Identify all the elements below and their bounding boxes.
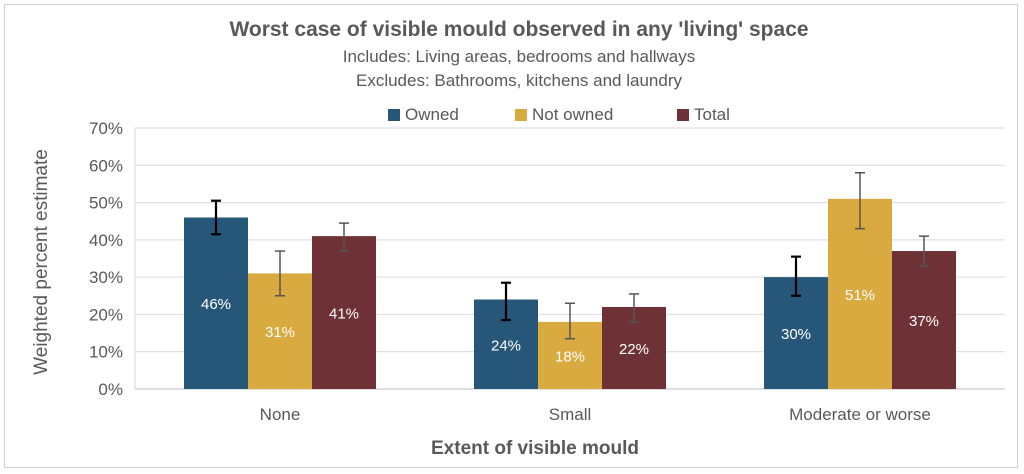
chart-frame: Worst case of visible mould observed in … [4,4,1018,468]
y-tick-label: 60% [89,156,123,175]
x-tick-label: Small [549,405,592,424]
x-tick-label: None [260,405,301,424]
bar [184,217,248,389]
legend-label: Total [694,105,730,124]
data-label: 18% [555,348,585,365]
bars [184,198,956,389]
y-axis-label: Weighted percent estimate [31,149,52,375]
y-tick-label: 50% [89,194,123,213]
data-label: 46% [201,296,231,313]
chart-subtitle-includes: Includes: Living areas, bedrooms and hal… [343,47,695,66]
data-label: 24% [491,337,521,354]
data-label: 41% [329,306,359,323]
y-tick-label: 30% [89,268,123,287]
bar [892,251,956,389]
y-tick-label: 10% [89,343,123,362]
data-label: 30% [781,326,811,343]
legend-label: Owned [405,105,459,124]
bar [312,236,376,389]
data-label: 22% [619,341,649,358]
y-tick-label: 70% [89,119,123,138]
y-tick-label: 0% [98,380,123,399]
y-tick-label: 20% [89,305,123,324]
bar [828,198,892,389]
x-axis-ticks: None Small Moderate or worse [260,405,931,424]
data-label: 31% [265,324,295,341]
y-tick-label: 40% [89,231,123,250]
chart-subtitle-excludes: Excludes: Bathrooms, kitchens and laundr… [356,71,683,90]
x-axis-label: Extent of visible mould [431,438,639,459]
chart-title: Worst case of visible mould observed in … [229,18,808,41]
error-bars [211,171,929,340]
bar-chart: Worst case of visible mould observed in … [31,18,1005,459]
legend-swatch [677,109,689,121]
x-tick-label: Moderate or worse [789,405,931,424]
data-label: 37% [909,313,939,330]
data-labels: 46% 31% 41% 24% 18% 22% 30% 51% 37% [201,287,939,366]
legend-swatch [388,109,400,121]
data-label: 51% [845,287,875,304]
legend-swatch [515,109,527,121]
legend-label: Not owned [532,105,613,124]
y-axis-ticks: 0% 10% 20% 30% 40% 50% 60% 70% [89,119,123,399]
legend: Owned Not owned Total [388,105,730,124]
